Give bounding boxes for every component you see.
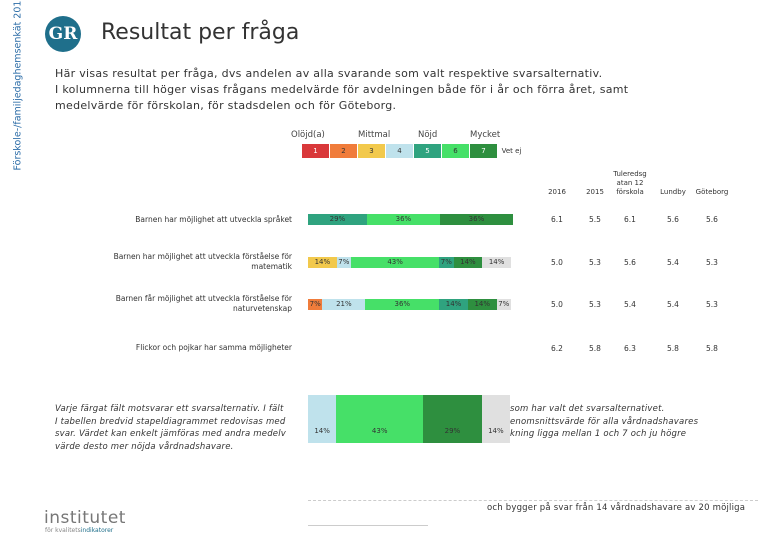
legend-group-label: Mycket [470,130,501,140]
legend-box-3: 3 [358,144,385,158]
legend-box-2: 2 [330,144,357,158]
legend-box-4: 4 [386,144,413,158]
footnote-line: I tabellen bredvid stapeldiagrammet redo… [55,416,286,427]
legend-box-7: 7 [470,144,497,158]
question-label: Barnen har möjlighet att utveckla språke… [135,215,292,224]
institutet-sub-brand: indikatorer [80,527,114,534]
mean-value: 5.4 [667,300,679,309]
respondent-count-text: och bygger på svar från 14 vårdnadshavar… [487,503,746,513]
col-head-lundby: Lundby [660,188,686,196]
bar-segment: 14% [453,257,483,268]
footnote-line: värde desto mer nöjda vårdnadshavare. [55,441,234,452]
bar-segment: 29% [308,214,367,225]
mean-value: 6.1 [551,215,563,224]
popup-bar: 14% 43% 29% 14% [308,395,510,443]
question-label: Flickor och pojkar har samma möjligheter [135,343,292,352]
legend-group-label: Nöjd [418,130,438,140]
bar-segment: 36% [439,214,513,225]
bar-segment: 43% [351,257,440,268]
legend-box-6: 6 [442,144,469,158]
col-head-goteborg: Göteborg [695,188,729,196]
footnote-line: som har valt det svarsalternativet. [510,404,665,414]
mean-value: 6.2 [551,344,563,353]
mean-value: 5.5 [589,215,601,224]
popup-segment: 43% [336,395,424,443]
mean-value: 5.4 [624,300,636,309]
side-label: Förskole-/familjedaghemsenkät 2016 [12,0,24,171]
mean-value: 5.8 [589,344,601,353]
legend-box-8: Vet ej [498,144,525,158]
legend-group-label: Olöjd(a) [291,130,325,140]
bar-segment: 14% [439,299,468,310]
question-label: Barnen får möjlighet att utveckla förstå… [115,294,292,313]
mean-value: 5.8 [667,344,679,353]
bar-segment: 7% [308,299,323,310]
mean-value: 6.3 [624,344,636,353]
bar-segment: 7% [439,257,454,268]
bar-segment: 7% [496,299,511,310]
popup-segment: 29% [423,395,482,443]
footnote-right: som har valt det svarsalternativet. enom… [510,403,698,441]
page-title: Resultat per fråga [101,20,300,45]
divider [308,525,428,526]
question-label: Barnen har möjlighet att utveckla förstå… [113,252,292,271]
intro-line: medelvärde för förskolan, för stadsdelen… [55,99,397,112]
mean-value: 5.3 [706,300,718,309]
legend-box-1: 1 [302,144,329,158]
bar-segment: 21% [322,299,366,310]
footnote-line: svar. Värdet kan enkelt jämföras med and… [55,429,287,439]
mean-value: 5.3 [589,258,601,267]
intro-line: Här visas resultat per fråga, dvs andele… [55,67,603,80]
intro-line: I kolumnerna till höger visas frågans me… [55,83,629,96]
bar-segment: 36% [366,214,440,225]
mean-value: 5.3 [706,258,718,267]
mean-value: 5.0 [551,258,563,267]
mean-value: 5.6 [706,215,718,224]
footnote-line: enomsnittsvärde för alla vårdnadshavares [510,416,699,427]
bar-segment: 7% [336,257,352,268]
col-head-2016: 2016 [548,188,566,196]
divider [308,500,758,501]
mean-value: 5.6 [667,215,679,224]
gr-logo: GR [45,16,81,52]
footnote: Varje färgat fält motsvarar ett svarsalt… [55,403,735,453]
mean-value: 5.3 [589,300,601,309]
footnote-line: Varje färgat fält motsvarar ett svarsalt… [55,404,284,414]
institutet-sub-prefix: för kvalitets [45,527,81,534]
popup-segment: 14% [308,395,337,443]
mean-value: 6.1 [624,215,636,224]
col-head-school: Tuleredsg atan 12 förskola [613,170,647,196]
legend-box-5: 5 [414,144,441,158]
intro-text: Här visas resultat per fråga, dvs andele… [55,66,695,114]
legend-group-label: Mittmal [358,130,391,140]
bar-segment: 14% [308,257,337,268]
popup-segment: 14% [481,395,510,443]
bar-segment: 14% [467,299,497,310]
mean-value: 5.0 [551,300,563,309]
mean-value: 5.6 [624,258,636,267]
bar-segment: 36% [365,299,440,310]
mean-value: 5.8 [706,344,718,353]
institutet-subtitle: för kvalitetsindikatorer [45,527,113,534]
col-head-2015: 2015 [586,188,604,196]
mean-value: 5.4 [667,258,679,267]
footnote-line: kning ligga mellan 1 och 7 och ju högre [510,429,687,439]
bar-segment: 14% [482,257,511,268]
institutet-logo: institutet [44,508,126,528]
